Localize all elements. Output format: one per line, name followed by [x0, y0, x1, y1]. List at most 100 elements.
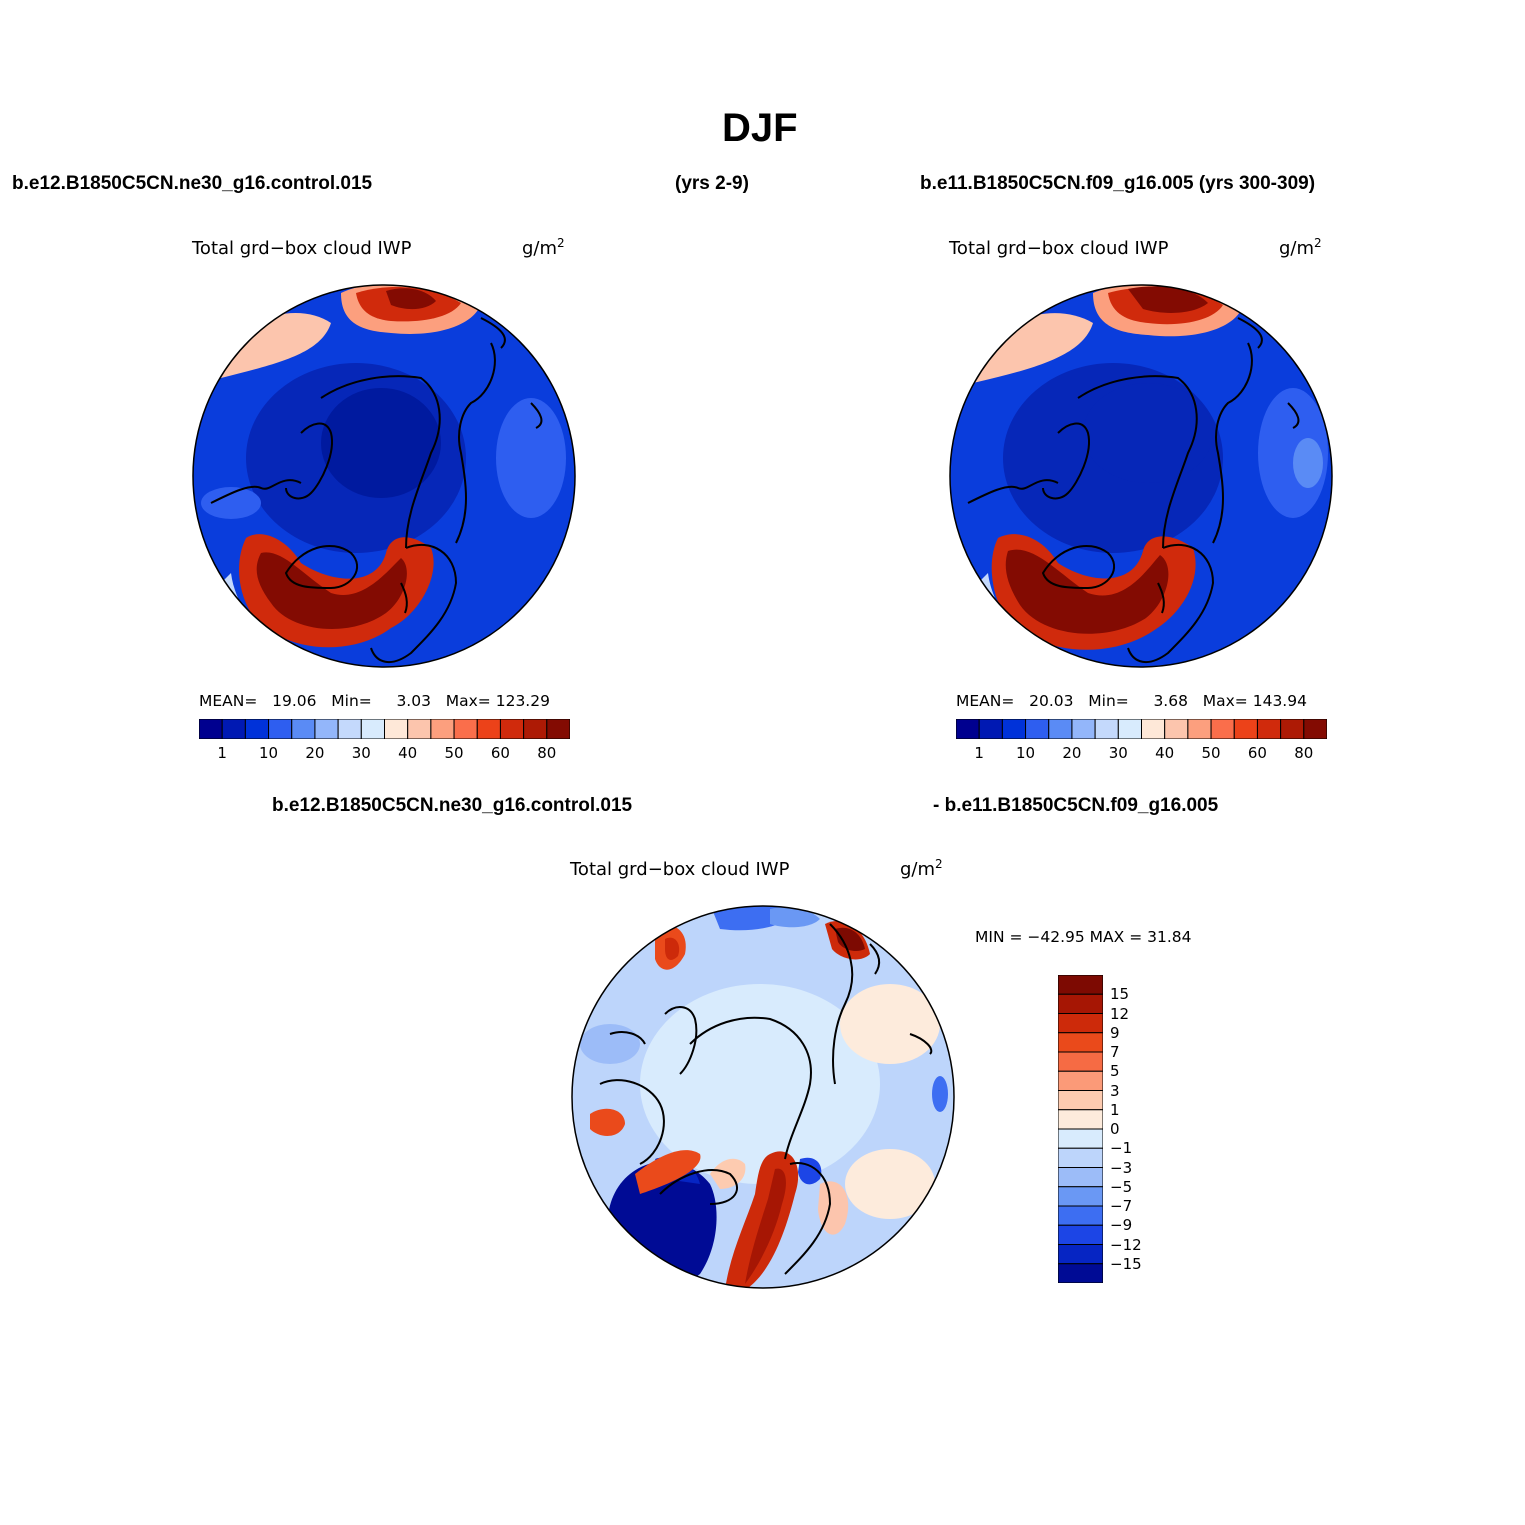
- case1-title: b.e12.B1850C5CN.ne30_g16.control.015: [12, 173, 373, 194]
- colorbar-case2: [956, 719, 1327, 739]
- figure-title: DJF: [722, 106, 798, 150]
- colorbar-tick-label: 9: [1110, 1023, 1120, 1042]
- colorbar-tick-label: 60: [490, 744, 510, 762]
- colorbar-swatch: [1094, 719, 1119, 739]
- panel2-variable: Total grd−box cloud IWP: [949, 238, 1169, 259]
- colorbar-case1-labels: 1 10 20 30 40 50 60 80: [199, 744, 570, 764]
- colorbar-swatch: [1058, 1186, 1103, 1207]
- colorbar-swatch: [453, 719, 478, 739]
- colorbar-swatch: [546, 719, 570, 739]
- case1-years: (yrs 2-9): [675, 173, 749, 194]
- colorbar-swatch: [978, 719, 1003, 739]
- colorbar-tick-label: 50: [444, 744, 464, 762]
- colorbar-tick-label: 80: [1294, 744, 1314, 762]
- polar-map-case2: [949, 284, 1333, 668]
- colorbar-swatch: [1058, 1244, 1103, 1265]
- colorbar-tick-label: 50: [1201, 744, 1221, 762]
- colorbar-swatch: [1058, 1070, 1103, 1091]
- polar-map-difference: [571, 905, 955, 1289]
- colorbar-tick-label: 0: [1110, 1120, 1120, 1138]
- colorbar-tick-label: 1: [1110, 1100, 1120, 1119]
- panel2-units: g/m2: [1279, 236, 1322, 259]
- colorbar-swatch: [476, 719, 501, 739]
- panel1-stats: MEAN= 19.06 Min= 3.03 Max= 123.29: [199, 692, 550, 710]
- colorbar-swatch: [1058, 1263, 1103, 1283]
- colorbar-swatch: [1058, 1147, 1103, 1168]
- colorbar-difference-labels: 15 12 9 7 5 3 1 0 −1 −3 −5 −7 −9 −12 −15: [1110, 975, 1170, 1283]
- colorbar-tick-label: 80: [537, 744, 557, 762]
- colorbar-swatch: [1280, 719, 1305, 739]
- colorbar-swatch: [1058, 1090, 1103, 1111]
- colorbar-case2-labels: 1 10 20 30 40 50 60 80: [956, 744, 1327, 764]
- colorbar-swatch: [1058, 975, 1103, 995]
- colorbar-case1: [199, 719, 570, 739]
- colorbar-difference: [1058, 975, 1103, 1283]
- colorbar-tick-label: −3: [1110, 1158, 1133, 1177]
- colorbar-tick-label: 1: [217, 744, 227, 762]
- panel1-variable: Total grd−box cloud IWP: [192, 238, 412, 259]
- colorbar-swatch: [199, 719, 223, 739]
- colorbar-tick-label: 12: [1110, 1004, 1130, 1023]
- colorbar-swatch: [1058, 1224, 1103, 1245]
- colorbar-tick-label: 20: [1062, 744, 1082, 762]
- colorbar-tick-label: 5: [1110, 1062, 1120, 1081]
- colorbar-swatch: [360, 719, 385, 739]
- colorbar-swatch: [221, 719, 246, 739]
- colorbar-swatch: [523, 719, 548, 739]
- colorbar-swatch: [1001, 719, 1027, 739]
- colorbar-swatch: [499, 719, 525, 739]
- colorbar-tick-label: 7: [1110, 1043, 1120, 1061]
- colorbar-tick-label: 60: [1247, 744, 1267, 762]
- panel3-units: g/m2: [900, 857, 943, 880]
- colorbar-swatch: [1164, 719, 1189, 739]
- colorbar-tick-label: 40: [398, 744, 418, 762]
- colorbar-swatch: [1210, 719, 1235, 739]
- colorbar-swatch: [337, 719, 362, 739]
- colorbar-swatch: [314, 719, 339, 739]
- colorbar-tick-label: −9: [1110, 1216, 1133, 1235]
- polar-map-case1: [192, 284, 576, 668]
- colorbar-tick-label: 30: [351, 744, 371, 762]
- colorbar-swatch: [430, 719, 455, 739]
- colorbar-swatch: [1025, 719, 1050, 739]
- colorbar-swatch: [1303, 719, 1327, 739]
- panel3-stats: MIN = −42.95 MAX = 31.84: [975, 928, 1192, 946]
- colorbar-tick-label: −1: [1110, 1139, 1133, 1158]
- case2-title: b.e11.B1850C5CN.f09_g16.005 (yrs 300-309…: [920, 173, 1316, 194]
- colorbar-swatch: [1058, 1128, 1103, 1149]
- colorbar-swatch: [1048, 719, 1073, 739]
- panel2-stats: MEAN= 20.03 Min= 3.68 Max= 143.94: [956, 692, 1307, 710]
- colorbar-tick-label: 20: [305, 744, 325, 762]
- colorbar-tick-label: 30: [1108, 744, 1128, 762]
- panel3-variable: Total grd−box cloud IWP: [570, 859, 790, 880]
- colorbar-swatch: [1117, 719, 1142, 739]
- colorbar-swatch: [1256, 719, 1282, 739]
- colorbar-swatch: [1141, 719, 1166, 739]
- colorbar-tick-label: 40: [1155, 744, 1175, 762]
- diff-title-right: - b.e11.B1850C5CN.f09_g16.005: [933, 795, 1219, 816]
- colorbar-swatch: [1058, 993, 1103, 1014]
- colorbar-swatch: [244, 719, 270, 739]
- colorbar-swatch: [291, 719, 316, 739]
- colorbar-swatch: [268, 719, 293, 739]
- colorbar-tick-label: −5: [1110, 1177, 1133, 1196]
- colorbar-tick-label: −12: [1110, 1235, 1142, 1254]
- diff-title-left: b.e12.B1850C5CN.ne30_g16.control.015: [272, 795, 633, 816]
- colorbar-tick-label: 3: [1110, 1081, 1120, 1100]
- colorbar-swatch: [1071, 719, 1096, 739]
- colorbar-swatch: [956, 719, 980, 739]
- colorbar-swatch: [1058, 1109, 1103, 1130]
- colorbar-swatch: [1058, 1167, 1103, 1188]
- colorbar-tick-label: 15: [1110, 985, 1130, 1004]
- colorbar-swatch: [407, 719, 432, 739]
- colorbar-swatch: [384, 719, 409, 739]
- colorbar-swatch: [1233, 719, 1258, 739]
- colorbar-swatch: [1058, 1205, 1103, 1226]
- colorbar-tick-label: −15: [1110, 1254, 1142, 1273]
- colorbar-swatch: [1187, 719, 1212, 739]
- colorbar-tick-label: 1: [974, 744, 984, 762]
- colorbar-swatch: [1058, 1051, 1103, 1072]
- colorbar-swatch: [1058, 1013, 1103, 1034]
- colorbar-tick-label: 10: [259, 744, 279, 762]
- panel1-units: g/m2: [522, 236, 565, 259]
